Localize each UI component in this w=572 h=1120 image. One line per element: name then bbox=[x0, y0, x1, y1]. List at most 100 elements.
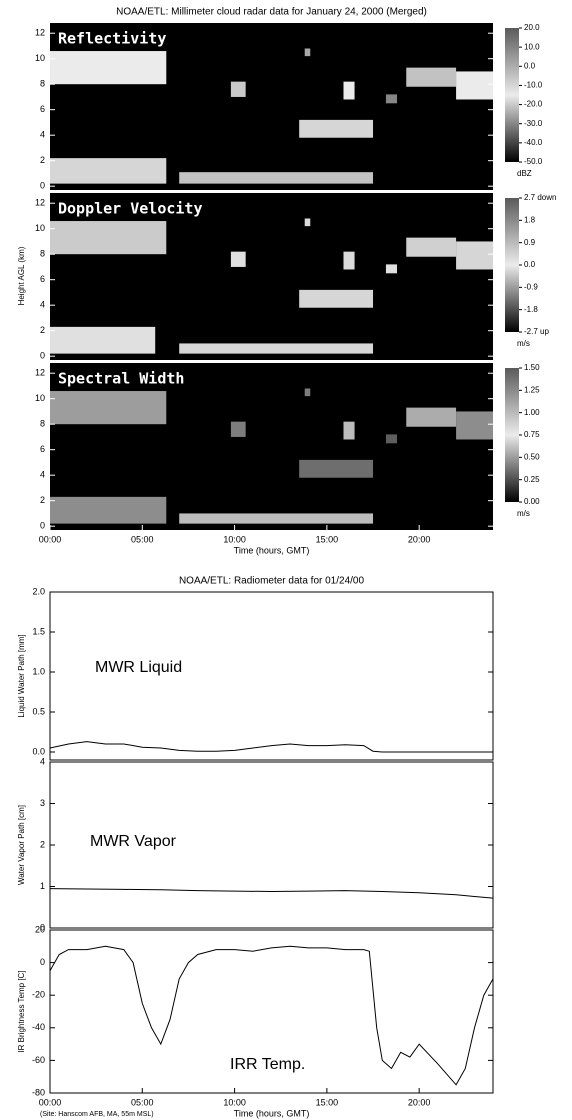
panel-label: Spectral Width bbox=[58, 370, 184, 388]
annotation: IRR Temp. bbox=[230, 1056, 305, 1073]
cloud-region bbox=[385, 434, 398, 444]
cloud-region bbox=[456, 71, 493, 100]
colorbar-label: -1.8 bbox=[524, 305, 538, 314]
y-tick-label: -60 bbox=[32, 1055, 45, 1065]
y-tick-label: 12 bbox=[35, 198, 45, 208]
y-tick-label: 4 bbox=[40, 300, 45, 310]
colorbar-label: 1.50 bbox=[524, 363, 540, 372]
plot-frame bbox=[49, 929, 494, 1094]
x-tick-label: 20:00 bbox=[408, 1097, 431, 1107]
cloud-region bbox=[406, 407, 457, 427]
cloud-region bbox=[50, 221, 167, 255]
x-tick-label: 10:00 bbox=[223, 1097, 246, 1107]
annotation: MWR Vapor bbox=[90, 833, 177, 850]
cloud-region bbox=[50, 391, 167, 425]
cloud-region bbox=[343, 81, 355, 100]
y-axis-label: Height AGL (km) bbox=[17, 246, 26, 305]
y-tick-label: 6 bbox=[40, 444, 45, 454]
y-tick-label: 20 bbox=[35, 924, 45, 934]
cloud-region bbox=[179, 172, 374, 184]
y-tick-label: 2.0 bbox=[32, 586, 45, 596]
cloud-region bbox=[230, 251, 246, 267]
cloud-region bbox=[385, 94, 398, 104]
colorbar-label: -50.0 bbox=[524, 157, 543, 166]
y-tick-label: 6 bbox=[40, 104, 45, 114]
cloud-region bbox=[179, 343, 374, 354]
colorbar-label: 20.0 bbox=[524, 23, 540, 32]
y-tick-label: 2 bbox=[40, 839, 45, 849]
x-tick-label: 05:00 bbox=[131, 1097, 154, 1107]
x-tick-label: 10:00 bbox=[223, 534, 246, 544]
cloud-region bbox=[343, 421, 355, 440]
cloud-region bbox=[50, 158, 167, 184]
y-tick-label: -40 bbox=[32, 1022, 45, 1032]
chart-title: NOAA/ETL: Millimeter cloud radar data fo… bbox=[116, 7, 427, 18]
y-tick-label: 1 bbox=[40, 881, 45, 891]
cloud-region bbox=[456, 411, 493, 440]
y-tick-label: -20 bbox=[32, 990, 45, 1000]
y-tick-label: 0.0 bbox=[32, 746, 45, 756]
y-tick-label: 2 bbox=[40, 495, 45, 505]
cloud-region bbox=[179, 513, 374, 524]
colorbar-label: -30.0 bbox=[524, 119, 543, 128]
cloud-region bbox=[230, 81, 246, 97]
x-axis-label: Time (hours, GMT) bbox=[234, 1108, 310, 1118]
y-tick-label: 0 bbox=[40, 957, 45, 967]
plot-frame bbox=[49, 591, 494, 761]
y-tick-label: 12 bbox=[35, 368, 45, 378]
colorbar-unit: m/s bbox=[517, 339, 530, 348]
colorbar-label: 0.0 bbox=[524, 61, 536, 70]
x-axis-label: Time (hours, GMT) bbox=[234, 545, 310, 555]
y-tick-label: 0 bbox=[40, 351, 45, 361]
y-tick-label: 1.0 bbox=[32, 666, 45, 676]
colorbar-label: 10.0 bbox=[524, 42, 540, 51]
y-tick-label: 10 bbox=[35, 393, 45, 403]
x-tick-label: 00:00 bbox=[39, 1097, 62, 1107]
y-tick-label: 0.5 bbox=[32, 706, 45, 716]
colorbar-label: -40.0 bbox=[524, 138, 543, 147]
y-axis-label: Liquid Water Path [mm] bbox=[17, 634, 26, 717]
cloud-region bbox=[299, 119, 374, 138]
colorbar-unit: dBZ bbox=[517, 169, 532, 178]
y-tick-label: 10 bbox=[35, 53, 45, 63]
cloud-region bbox=[406, 67, 457, 87]
y-tick-label: 1.5 bbox=[32, 626, 45, 636]
cloud-region bbox=[50, 51, 167, 85]
y-tick-label: 0 bbox=[40, 181, 45, 191]
x-tick-label: 05:00 bbox=[131, 534, 154, 544]
colorbar-label: 0.75 bbox=[524, 430, 540, 439]
colorbar bbox=[505, 368, 519, 502]
colorbar-label: 1.25 bbox=[524, 385, 540, 394]
site-note: (Site: Hanscom AFB, MA, 55m MSL) bbox=[40, 1111, 154, 1118]
chart-title: NOAA/ETL: Radiometer data for 01/24/00 bbox=[179, 576, 365, 587]
y-axis-label: IR Brightness Temp [C] bbox=[17, 970, 26, 1052]
cloud-region bbox=[50, 326, 156, 354]
y-tick-label: 2 bbox=[40, 325, 45, 335]
colorbar-label: -2.7 up bbox=[524, 327, 549, 336]
x-tick-label: 20:00 bbox=[408, 534, 431, 544]
y-tick-label: 8 bbox=[40, 249, 45, 259]
y-tick-label: 3 bbox=[40, 798, 45, 808]
x-tick-label: 15:00 bbox=[316, 534, 339, 544]
colorbar-label: 0.25 bbox=[524, 475, 540, 484]
x-tick-label: 00:00 bbox=[39, 534, 62, 544]
y-tick-label: 0 bbox=[40, 521, 45, 531]
colorbar-label: 0.50 bbox=[524, 452, 540, 461]
y-tick-label: -80 bbox=[32, 1087, 45, 1097]
cloud-region bbox=[50, 496, 167, 524]
cloud-region bbox=[299, 459, 374, 478]
y-tick-label: 4 bbox=[40, 130, 45, 140]
colorbar-label: 1.8 bbox=[524, 215, 536, 224]
panel-label: Doppler Velocity bbox=[58, 200, 203, 218]
colorbar-label: 0.9 bbox=[524, 238, 536, 247]
data-line bbox=[49, 945, 494, 1086]
cloud-region bbox=[230, 421, 246, 437]
y-axis-label: Water Vapor Path [cm] bbox=[17, 805, 26, 885]
colorbar-label: 2.7 down bbox=[524, 193, 556, 202]
cloud-region bbox=[456, 241, 493, 270]
colorbar bbox=[505, 198, 519, 332]
cloud-region bbox=[385, 264, 398, 274]
y-tick-label: 4 bbox=[40, 756, 45, 766]
cloud-region bbox=[343, 251, 355, 270]
data-line bbox=[49, 888, 494, 899]
